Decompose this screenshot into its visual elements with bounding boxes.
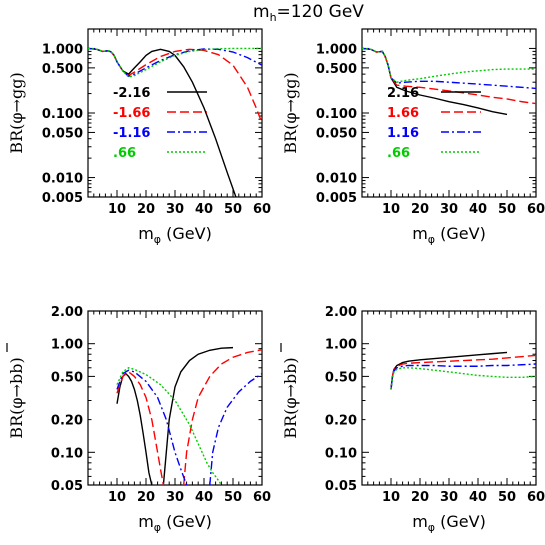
series-line-3 xyxy=(390,363,536,390)
x-tick-label: 60 xyxy=(253,490,271,505)
series-line-1 xyxy=(362,47,508,116)
series-line-1 xyxy=(390,351,508,390)
x-tick-label: 30 xyxy=(440,202,458,217)
x-tick-label: 60 xyxy=(527,202,545,217)
series-line-4 xyxy=(362,47,536,83)
legend-label: .66 xyxy=(387,146,410,161)
x-tick-label: 20 xyxy=(137,202,155,217)
y-tick-label: 0.05 xyxy=(51,479,83,494)
legend-label: 2.16 xyxy=(387,86,419,101)
series-line-3 xyxy=(362,47,536,90)
y-tick-label: 0.050 xyxy=(42,126,83,141)
y-tick-label: 0.50 xyxy=(51,370,83,385)
y-tick-label: 0.005 xyxy=(42,191,83,206)
series-line-1 xyxy=(116,372,153,485)
series-line-2 xyxy=(116,371,165,485)
x-tick-label: 10 xyxy=(108,490,126,505)
series-line-4 xyxy=(88,47,262,78)
x-axis-label: mφ (GeV) xyxy=(412,224,486,246)
legend-label: 1.66 xyxy=(387,106,419,121)
legend-label: .66 xyxy=(113,146,136,161)
x-tick-label: 60 xyxy=(527,490,545,505)
x-tick-label: 30 xyxy=(166,490,184,505)
x-axis-label: mφ (GeV) xyxy=(138,512,212,534)
panel-4: 10 20 30 40 50 60 0.05 0.10 0.20 0.50 1.00 2.00 mφ (… xyxy=(280,305,545,534)
series-line-1 xyxy=(162,346,234,485)
x-tick-label: 40 xyxy=(195,490,213,505)
x-tick-label: 50 xyxy=(224,490,242,505)
legend-label: -1.16 xyxy=(113,126,150,141)
y-tick-label: 0.05 xyxy=(325,479,357,494)
y-tick-label: 0.050 xyxy=(316,126,357,141)
series-line-3 xyxy=(209,373,262,485)
panel-2: 10 20 30 40 50 60 0.005 0.010 0.050 0.100 0.500 1.0… xyxy=(281,28,545,246)
y-tick-label: 1.00 xyxy=(51,338,83,353)
plot-frame xyxy=(361,310,537,486)
series-line-3 xyxy=(88,47,262,78)
y-tick-label: 0.20 xyxy=(51,414,83,429)
plot-frame xyxy=(87,310,263,486)
y-tick-label: 0.100 xyxy=(42,107,83,122)
legend-label: -2.16 xyxy=(113,86,150,101)
x-tick-label: 20 xyxy=(411,202,429,217)
panel-1: 10 20 30 40 50 60 0.005 0.010 0.050 0.100 0.500 1.0… xyxy=(7,28,271,246)
x-tick-label: 10 xyxy=(382,490,400,505)
x-tick-label: 10 xyxy=(108,202,126,217)
y-tick-label: 0.10 xyxy=(325,446,357,461)
y-tick-label: 2.00 xyxy=(325,305,357,320)
x-tick-label: 50 xyxy=(498,490,516,505)
x-tick-label: 20 xyxy=(411,490,429,505)
figure-title: mh=120 GeV xyxy=(253,2,364,24)
y-tick-label: 2.00 xyxy=(51,305,83,320)
x-tick-label: 30 xyxy=(166,202,184,217)
y-tick-label: 1.00 xyxy=(325,338,357,353)
y-axis-label: BR(φ→bb) xyxy=(281,357,300,438)
y-tick-label: 0.20 xyxy=(325,414,357,429)
series-line-1 xyxy=(88,47,237,197)
panel-3: 10 20 30 40 50 60 0.05 0.10 0.20 0.50 1.00 2.00 mφ (… xyxy=(6,305,271,534)
legend-label: -1.66 xyxy=(113,106,150,121)
y-axis-label: BR(φ→gg) xyxy=(281,72,300,153)
y-tick-label: 0.50 xyxy=(325,370,357,385)
series-line-4 xyxy=(390,367,536,390)
x-tick-label: 10 xyxy=(382,202,400,217)
y-axis-label: BR(φ→bb) xyxy=(7,357,26,438)
y-tick-label: 1.000 xyxy=(316,42,357,57)
x-tick-label: 50 xyxy=(498,202,516,217)
series-line-4 xyxy=(116,367,222,485)
y-axis-label: BR(φ→gg) xyxy=(7,72,26,153)
y-tick-label: 0.500 xyxy=(42,62,83,77)
x-tick-label: 20 xyxy=(137,490,155,505)
x-tick-label: 30 xyxy=(440,490,458,505)
y-tick-label: 0.010 xyxy=(316,172,357,187)
x-tick-label: 50 xyxy=(224,202,242,217)
series-line-2 xyxy=(183,349,262,485)
y-tick-label: 0.005 xyxy=(316,191,357,206)
x-axis-label: mφ (GeV) xyxy=(138,224,212,246)
y-tick-label: 0.10 xyxy=(51,446,83,461)
y-tick-label: 0.100 xyxy=(316,107,357,122)
y-tick-label: 1.000 xyxy=(42,42,83,57)
y-tick-label: 0.500 xyxy=(316,62,357,77)
x-tick-label: 40 xyxy=(469,490,487,505)
legend-label: 1.16 xyxy=(387,126,419,141)
series-line-3 xyxy=(116,369,188,485)
x-tick-label: 60 xyxy=(253,202,271,217)
x-tick-label: 40 xyxy=(195,202,213,217)
y-tick-label: 0.010 xyxy=(42,172,83,187)
x-tick-label: 40 xyxy=(469,202,487,217)
x-axis-label: mφ (GeV) xyxy=(412,512,486,534)
series-line-2 xyxy=(390,354,536,390)
